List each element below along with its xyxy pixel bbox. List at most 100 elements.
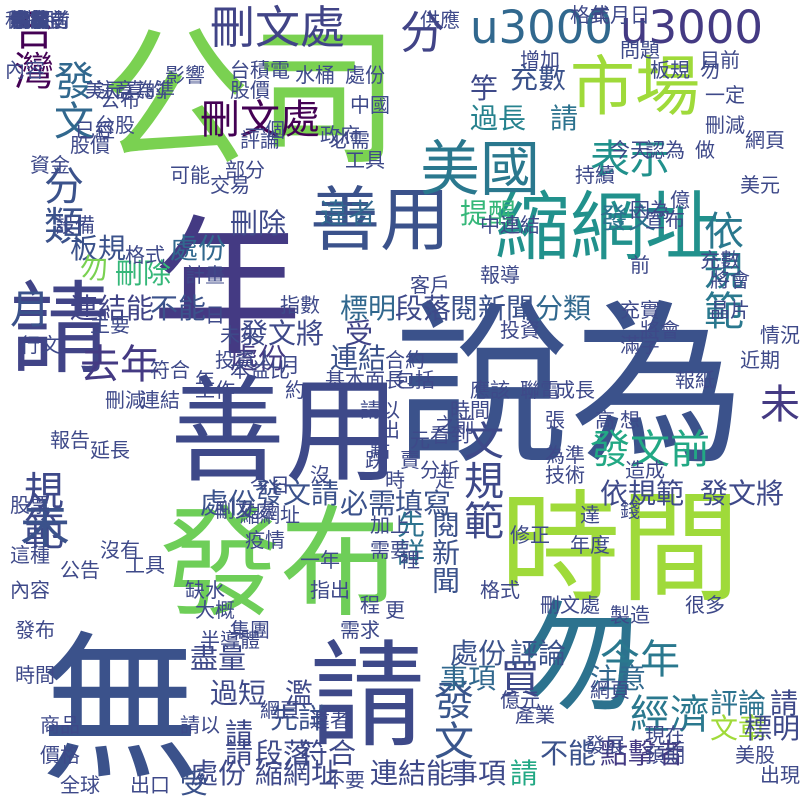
word: 將會	[640, 318, 680, 342]
word: 評論	[240, 128, 280, 152]
word: 想	[620, 408, 640, 432]
word: 美元	[740, 173, 780, 197]
word: 注意	[95, 78, 135, 102]
word: 格式	[125, 243, 165, 267]
word: 內容	[10, 578, 50, 602]
word: 格式	[480, 578, 520, 602]
word: 處份	[230, 342, 287, 375]
word: 很多	[685, 593, 725, 617]
word: 過長	[10, 8, 50, 32]
word: 請	[310, 630, 426, 764]
word: 閱新聞	[428, 510, 461, 594]
word: 今年	[600, 637, 680, 683]
word: 勿	[80, 252, 109, 285]
word: 請以	[360, 398, 400, 422]
word: 板規	[70, 232, 127, 265]
word: 計畫	[185, 263, 225, 287]
word: 基本面	[325, 368, 385, 392]
word: 出口	[130, 773, 170, 797]
word: 程	[360, 593, 380, 617]
word: 充數	[510, 62, 567, 95]
word: 請以	[180, 713, 220, 737]
word: 工具	[125, 553, 165, 577]
word: 現在	[645, 723, 685, 747]
word: 網頁	[745, 128, 785, 152]
word: 發文	[47, 60, 93, 140]
word: 張	[545, 408, 565, 432]
word: 表示	[10, 8, 50, 32]
word: 縮網址	[495, 183, 721, 271]
word: 產業	[515, 703, 555, 727]
word: 客戶	[410, 273, 450, 297]
word: 中芯	[10, 8, 50, 32]
word: 刪除	[230, 207, 287, 240]
word: 問題	[620, 38, 660, 62]
word: 股價	[70, 133, 110, 157]
word: 分類	[37, 165, 83, 245]
word: 規範	[17, 470, 63, 550]
word: 沒有	[100, 538, 140, 562]
word: 處份	[190, 757, 247, 790]
word: 發布	[160, 495, 400, 634]
word: 年	[195, 368, 215, 392]
word: 時間	[450, 398, 490, 422]
word: 台灣	[7, 10, 53, 90]
word: 主要	[90, 313, 130, 337]
word: 全球	[60, 773, 100, 797]
word: 應該	[470, 378, 510, 402]
word: 資金	[30, 153, 70, 177]
word: 內容	[5, 58, 45, 82]
word: 年度	[570, 533, 610, 557]
word: 月	[280, 353, 300, 377]
word: 提醒	[460, 197, 517, 230]
word: 濫	[285, 677, 314, 710]
word: 縮網址	[255, 757, 340, 790]
word: 縮網址	[240, 503, 300, 527]
word: 評論	[510, 637, 567, 670]
word: 發文將	[700, 477, 785, 510]
word: 需要	[370, 538, 410, 562]
word: 增加	[520, 48, 560, 72]
word: 請	[510, 757, 539, 790]
word: 已經	[75, 118, 115, 142]
word: 過短	[210, 677, 267, 710]
word: 刪減	[105, 388, 145, 412]
word: 股票	[10, 493, 50, 517]
word: 請	[10, 271, 110, 388]
word: 政府	[320, 123, 360, 147]
word: 滿字	[620, 333, 660, 357]
word: 股價	[230, 78, 270, 102]
word: 發文請	[255, 477, 340, 510]
word: 處份	[170, 232, 227, 265]
word: 設備	[55, 213, 95, 237]
word: 不能	[150, 292, 207, 325]
word: 億元	[500, 688, 540, 712]
word: 裡	[400, 548, 420, 572]
word: 達	[580, 503, 600, 527]
word: 符合	[300, 737, 357, 770]
word: 板規	[650, 58, 690, 82]
word: 請	[225, 737, 254, 770]
word: 處份	[345, 63, 385, 87]
word: 高	[595, 408, 615, 432]
word: 工具	[345, 148, 385, 172]
word: 價格	[40, 743, 80, 767]
word: 發文	[427, 680, 473, 760]
word: 更	[385, 598, 405, 622]
word: 美國	[420, 135, 540, 205]
word: 分類	[535, 292, 592, 325]
word: 約	[285, 378, 305, 402]
word: 刪文處	[215, 498, 275, 522]
word: 公告	[60, 558, 100, 582]
word: 沒	[310, 463, 330, 487]
word: 水桶	[295, 63, 335, 87]
word: 商品	[40, 713, 80, 737]
word: 投資	[500, 318, 540, 342]
word: 注意	[590, 662, 647, 695]
word: 工作	[195, 378, 235, 402]
word: 出	[380, 418, 400, 442]
word: 因為	[630, 198, 670, 222]
word: 之前	[435, 413, 475, 437]
word: 善用	[170, 365, 401, 499]
word: 晶片	[710, 298, 750, 322]
